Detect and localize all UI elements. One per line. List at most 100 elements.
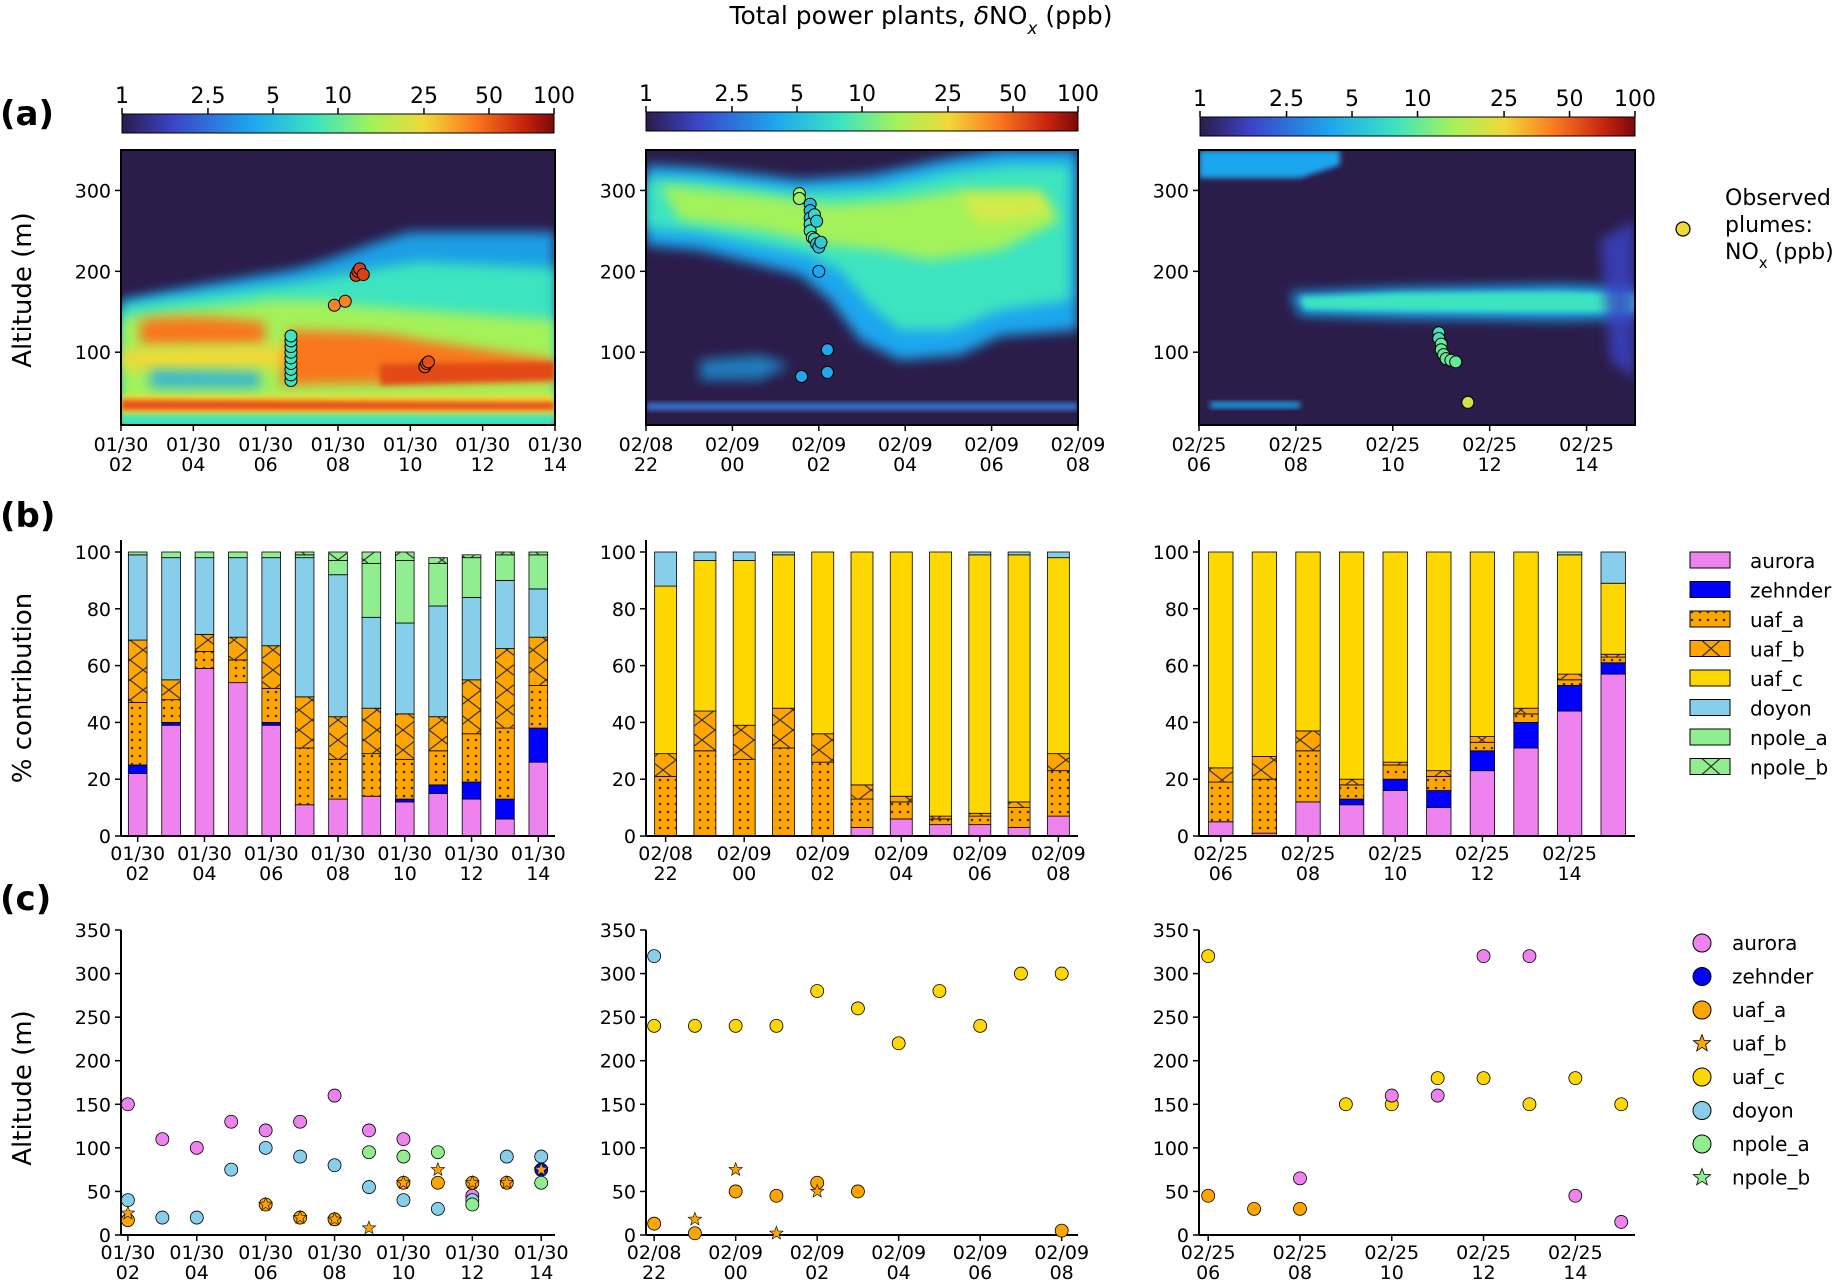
xtick-label-a1-5-bottom: 12 (471, 454, 495, 476)
bar-pattern-b2-uaf_b-5 (851, 784, 873, 800)
xtick-label-b1-4-top: 01/30 (377, 843, 432, 865)
colorbar-tick-label-a2-6: 100 (1057, 82, 1099, 107)
bar-pattern-b2-uaf_a-1 (693, 750, 716, 836)
point-c3-uaf_a-17 (1293, 1201, 1307, 1216)
xtick-label-a3-3-top: 02/25 (1462, 434, 1517, 456)
xtick-label-c1-6-bottom: 14 (529, 1262, 553, 1281)
point-c2-uaf_c-1 (647, 1018, 662, 1033)
point-c3-aurora-14 (1614, 1215, 1629, 1229)
bar-b2-uaf_c-4 (811, 551, 835, 735)
colorbar-tick-label-a1-3: 10 (324, 84, 352, 109)
xtick-label-c1-2-bottom: 06 (254, 1262, 278, 1281)
point-c1-npole_a-25 (430, 1145, 445, 1160)
xtick-label-a1-6-top: 01/30 (528, 434, 583, 456)
ytick-label-b1-0: 0 (99, 826, 111, 848)
bar-b1-npole_a-1 (161, 551, 181, 559)
bar-b3-aurora-3 (1338, 804, 1365, 837)
xtick-label-b2-2-top: 02/09 (795, 843, 850, 865)
point-c2-uaf_a-17 (851, 1184, 865, 1199)
colorbar-tick-label-a3-3: 10 (1404, 87, 1432, 112)
xtick-label-a1-4-bottom: 10 (398, 454, 422, 476)
xtick-label-a3-2-bottom: 10 (1381, 454, 1405, 476)
bar-b2-aurora-10 (1046, 815, 1070, 837)
xtick-label-a2-3-top: 02/09 (878, 434, 933, 456)
bar-b1-aurora-7 (361, 795, 382, 837)
plume-a1-17 (421, 355, 435, 369)
bar-b1-aurora-3 (228, 682, 248, 837)
panel-label-b: (b) (0, 496, 55, 536)
bar-pattern-b1-uaf_a-8 (395, 759, 415, 800)
legend-plume-line3: NOx (ppb) (1725, 240, 1834, 272)
ytick-label-c1-3: 150 (75, 1094, 111, 1116)
plume-a3-7 (1449, 355, 1463, 369)
bar-pattern-b1-npole_b-10 (462, 554, 481, 558)
xtick-label-c3-2-top: 02/25 (1364, 1242, 1419, 1264)
bar-pattern-b3-uaf_a-3 (1339, 784, 1364, 800)
bar-b1-aurora-1 (161, 724, 181, 837)
xtick-label-b3-3-top: 02/25 (1455, 843, 1510, 865)
bar-b1-doyon-8 (395, 622, 415, 715)
xtick-label-b3-3-bottom: 12 (1470, 863, 1494, 885)
legend-label-doyon: doyon (1750, 697, 1812, 721)
bar-pattern-b3-uaf_a-5 (1426, 776, 1452, 791)
colorbar-tick-label-a1-1: 2.5 (190, 84, 225, 109)
legend-marker-uaf_a (1692, 1000, 1712, 1020)
legend-marker-uaf_c (1692, 1067, 1712, 1087)
bar-b1-npole_a-12 (528, 554, 549, 590)
bar-pattern-b2-uaf_a-4 (811, 762, 834, 836)
bar-pattern-b3-uaf_b-9 (1600, 654, 1626, 658)
xtick-label-b3-2-top: 02/25 (1368, 843, 1423, 865)
bar-pattern-b1-uaf_a-2 (195, 651, 214, 669)
legend-scatter-label-aurora: aurora (1732, 931, 1797, 955)
observed-plumes-legend: Observed plumes: NOx (ppb) (1675, 186, 1834, 272)
bar-pattern-b1-npole_b-6 (328, 552, 348, 561)
bar-pattern-b1-npole_b-7 (362, 552, 381, 564)
bar-b3-aurora-8 (1556, 710, 1583, 837)
point-c1-aurora-6 (327, 1088, 342, 1103)
bar-b1-aurora-9 (428, 793, 448, 837)
xtick-label-b1-6-bottom: 14 (526, 863, 550, 885)
plume-a2-13 (814, 235, 828, 249)
bar-pattern-b3-uaf_a-9 (1600, 657, 1626, 663)
bar-b2-uaf_c-5 (850, 551, 874, 786)
bar-b2-uaf_c-9 (1007, 554, 1031, 803)
bar-pattern-b1-uaf_b-2 (195, 634, 214, 652)
bar-b1-aurora-11 (495, 818, 515, 837)
bar-b2-uaf_c-0 (654, 585, 678, 755)
bar-b1-aurora-12 (528, 761, 549, 837)
xtick-label-c2-4-bottom: 06 (968, 1262, 992, 1281)
point-c2-uaf_a-12 (647, 1216, 662, 1231)
bar-pattern-b2-uaf_a-7 (929, 818, 952, 825)
xtick-label-b1-5-bottom: 12 (459, 863, 483, 885)
bar-b1-zehnder-12 (528, 727, 549, 763)
scatter-c1: 05010015020025030035001/300201/300401/30… (75, 920, 569, 1281)
xtick-label-c1-5-top: 01/30 (445, 1242, 500, 1264)
bar-pattern-b1-uaf_a-5 (295, 747, 314, 805)
bar-b1-npole_a-2 (194, 551, 215, 559)
ylabel-altitude-a: Altitude (m) (8, 212, 38, 367)
point-c3-uaf_c-6 (1568, 1071, 1583, 1086)
bar-b2-doyon-10 (1046, 551, 1070, 559)
bar-b3-zehnder-7 (1513, 722, 1539, 749)
bar-pattern-b2-uaf_a-10 (1047, 770, 1070, 817)
plume-a2-16 (820, 365, 834, 379)
bar-pattern-b1-npole_b-12 (528, 552, 548, 555)
point-c1-doyon-11 (155, 1210, 170, 1225)
bar-pattern-b1-uaf_a-3 (228, 659, 248, 683)
xtick-label-b2-5-top: 02/09 (1031, 843, 1086, 865)
point-c3-aurora-13 (1568, 1188, 1583, 1203)
xtick-label-c2-0-top: 02/08 (627, 1242, 682, 1264)
bar-b1-npole_a-10 (461, 557, 482, 598)
point-c3-uaf_c-7 (1614, 1097, 1629, 1112)
ytick-label-b1-1: 20 (87, 769, 111, 791)
xtick-label-b2-1-bottom: 00 (732, 863, 756, 885)
xtick-label-a1-3-top: 01/30 (311, 434, 366, 456)
xtick-label-c1-4-top: 01/30 (376, 1242, 431, 1264)
legend-swatch-npole_a (1689, 728, 1731, 746)
point-c3-uaf_c-0 (1201, 949, 1216, 964)
ytick-label-a2-0: 100 (600, 342, 636, 364)
bar-b3-uaf_c-3 (1338, 551, 1365, 780)
xtick-label-b3-0-bottom: 06 (1209, 863, 1233, 885)
ytick-label-c3-6: 300 (1153, 964, 1189, 986)
bar-pattern-b3-uaf_b-5 (1426, 770, 1452, 777)
